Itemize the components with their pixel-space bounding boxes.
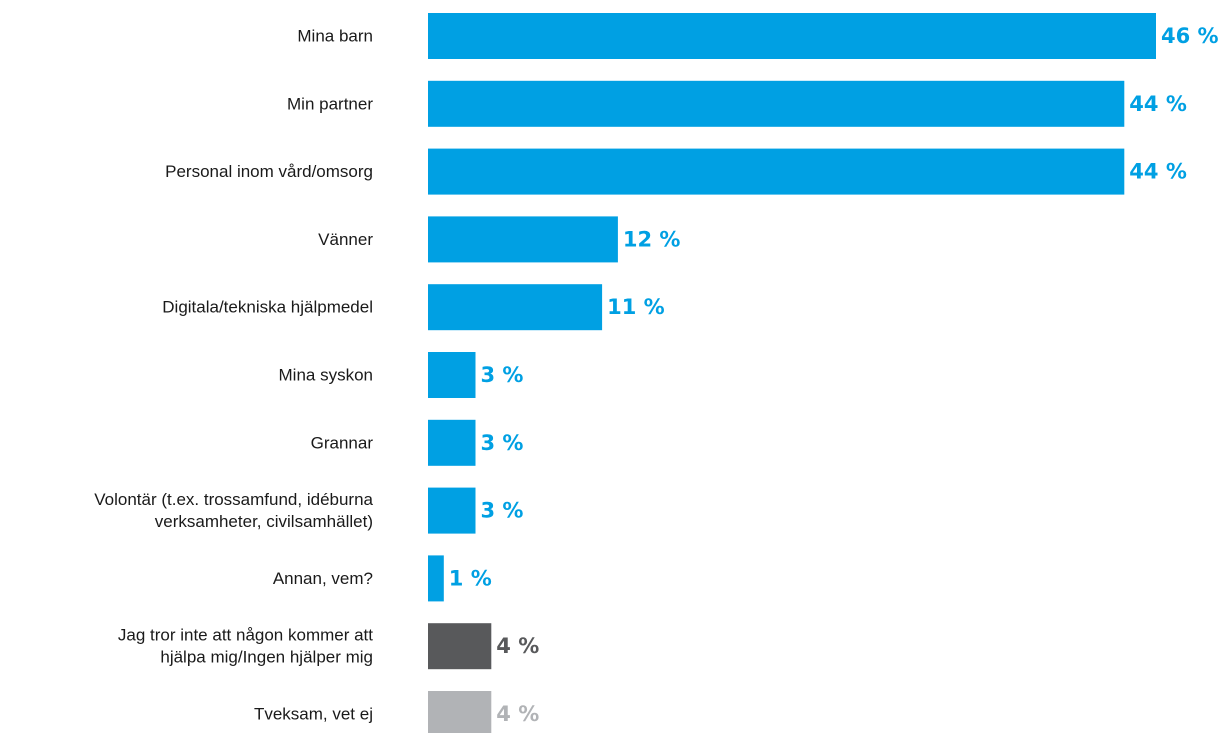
value-label: 3 % [481, 499, 524, 523]
category-labels: Mina barn Min partner Personal inom vård/o… [94, 27, 373, 724]
category-label: Tveksam, vet ej [254, 705, 373, 724]
bar [428, 80, 1125, 127]
bar [428, 419, 476, 466]
category-label-line: Jag tror inte att någon kommer att [118, 626, 373, 645]
value-label: 12 % [623, 227, 681, 251]
category-label-line: Grannar [311, 433, 374, 452]
bars [428, 13, 1156, 733]
value-label: 44 % [1129, 92, 1187, 116]
value-label: 11 % [607, 295, 665, 319]
category-label: Mina syskon [279, 366, 373, 385]
value-label: 4 % [496, 702, 539, 726]
value-labels: 46 % 44 % 44 % 12 % 11 % 3 % 3 % 3 % 1 % 4 % 4 % [449, 24, 1219, 726]
category-label-line: Mina barn [297, 27, 373, 46]
bar [428, 691, 492, 733]
category-label-line: Mina syskon [279, 366, 373, 385]
category-label: Personal inom vård/omsorg [165, 162, 373, 181]
category-label: Mina barn [297, 27, 373, 46]
category-label: Digitala/tekniska hjälpmedel [162, 298, 373, 317]
category-label: Grannar [311, 433, 374, 452]
category-label-line: Personal inom vård/omsorg [165, 162, 373, 181]
value-label: 3 % [481, 431, 524, 455]
category-label: Min partner [287, 94, 373, 113]
bar [428, 352, 476, 398]
value-label: 4 % [496, 634, 539, 658]
value-label: 46 % [1161, 24, 1219, 48]
category-label-line: verksamheter, civilsamhället) [155, 512, 373, 531]
category-label-line: Annan, vem? [273, 569, 373, 588]
bar [428, 13, 1156, 59]
category-label: Vänner [318, 230, 373, 249]
category-label-line: hjälpa mig/Ingen hjälper mig [160, 648, 373, 667]
category-label-line: Vänner [318, 230, 373, 249]
category-label: Jag tror inte att någon kommer att hjälpa… [118, 626, 373, 667]
bar [428, 623, 492, 670]
value-label: 1 % [449, 566, 492, 590]
category-label: Annan, vem? [273, 569, 373, 588]
bar [428, 284, 603, 331]
category-label-line: Digitala/tekniska hjälpmedel [162, 298, 373, 317]
bar [428, 148, 1125, 195]
bar [428, 216, 618, 263]
bar [428, 487, 476, 534]
value-label: 3 % [481, 363, 524, 387]
category-label: Volontär (t.ex. trossamfund, idéburna ver… [94, 490, 373, 531]
bar [428, 555, 444, 602]
category-label-line: Min partner [287, 94, 373, 113]
category-label-line: Volontär (t.ex. trossamfund, idéburna [94, 490, 373, 509]
category-label-line: Tveksam, vet ej [254, 705, 373, 724]
value-label: 44 % [1129, 160, 1187, 184]
